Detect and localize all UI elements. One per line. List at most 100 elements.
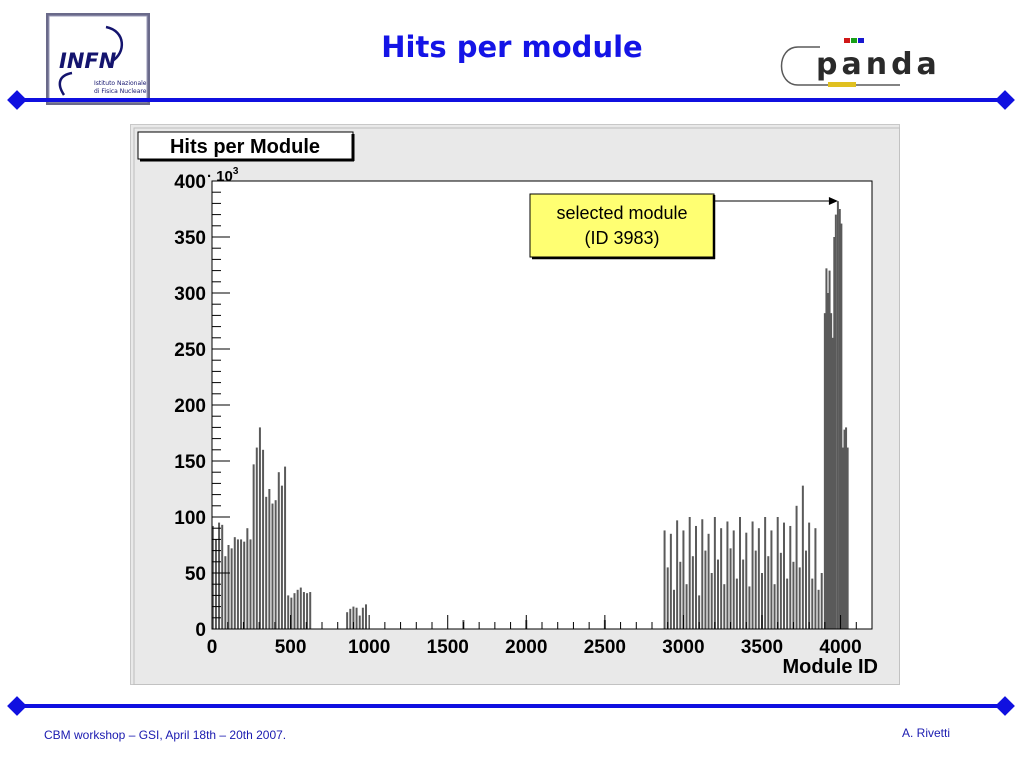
histogram-bar [352,606,355,629]
histogram-bar [695,525,697,629]
histogram-bar [365,604,367,629]
histogram-bar [841,447,844,629]
histogram-bar [720,528,723,629]
y-tick-label: 350 [174,228,206,249]
annotation-line2: (ID 3983) [584,228,659,248]
histogram-bar [240,539,243,629]
histogram-bar [776,517,779,629]
svg-text:· 103: · 103 [207,166,239,185]
histogram-bar [751,521,754,629]
histogram-bar [669,533,672,629]
footer-rule [20,704,1004,708]
histogram-bar [302,592,305,629]
histogram-bar [701,519,704,629]
infn-logo-letters: INFN [59,49,117,73]
histogram-bar [277,472,280,629]
histogram-bar [679,561,682,629]
panda-logo-text: panda [816,47,941,82]
histogram-bar [246,528,249,629]
x-tick-label: 2500 [584,637,626,658]
histogram-bar [218,522,221,629]
histogram-bar [843,429,846,629]
header-rule [20,98,1004,102]
histogram-bar [773,584,776,629]
histogram-bar [783,522,785,629]
histogram-bar [262,449,265,629]
histogram-bar [688,517,691,629]
histogram-panel: Hits per Module 0 50 100 150 200 250 300 350 400… [130,124,901,686]
histogram-bar [271,503,274,629]
y-tick-label: 300 [174,284,206,305]
header-diamond-right [995,90,1015,110]
footer-diamond-right [995,696,1015,716]
histogram-bar [230,548,233,629]
histogram-bar [280,485,283,629]
histogram-bar [293,593,296,629]
histogram-bar [227,545,230,629]
histogram-bar [233,537,236,629]
histogram-bar [265,496,268,629]
chart-title: Hits per Module [170,136,320,158]
annotation-arrowhead [828,197,838,205]
histogram-bar [287,595,290,629]
x-tick-label: 0 [207,637,218,658]
histogram-bar [290,597,293,629]
histogram-bar [663,530,666,629]
annotation-box [529,193,715,258]
histogram-bar [221,524,224,629]
histogram-bar [828,270,831,629]
histogram-bar [361,607,364,629]
histogram-bar [838,209,841,629]
histogram-bar [742,559,745,629]
histogram-bar [296,589,299,629]
histogram-bar [284,466,287,629]
histogram-bar [723,584,726,629]
histogram-bar [224,556,227,629]
histogram-bar [358,615,361,629]
infn-logo-line2: di Fisica Nucleare [94,88,147,95]
histogram-bar [255,447,258,629]
histogram-bar [306,593,309,629]
x-tick-label: 3000 [662,637,704,658]
x-tick-label: 500 [275,637,307,658]
histogram-bar [814,528,817,629]
x-tick-label: 3500 [741,637,783,658]
histogram-bar [840,223,843,629]
x-tick-label: 2000 [505,637,547,658]
histogram-bar [830,313,833,629]
histogram-bar [707,533,710,629]
y-tick-label: 100 [174,508,206,529]
y-tick-label: 50 [185,564,206,585]
histogram-bar [211,525,214,629]
histogram-bar [770,530,773,629]
histogram-bar [682,530,685,629]
histogram-bar [713,517,716,629]
histogram-bar [726,521,729,629]
histogram-bar [767,556,770,629]
x-tick-label: 4000 [819,637,861,658]
histogram-bar [845,427,848,629]
panda-logo: panda [772,36,982,90]
histogram-bar [820,573,823,629]
histogram-bar [789,525,792,629]
infn-logo-line1: Istituto Nazionale [94,80,147,87]
histogram-bar [676,520,679,629]
histogram-bar [811,578,814,629]
histogram-bar [823,313,826,629]
histogram-bar [666,567,669,629]
annotation-line1: selected module [556,203,687,223]
histogram-bar [735,578,738,629]
histogram-bar [268,489,271,629]
histogram-bar [258,427,261,629]
y-tick-label: 250 [174,340,206,361]
y-tick-label: 400 [174,172,206,193]
histogram-bar [745,532,748,629]
histogram-chart: Hits per Module 0 50 100 150 200 250 300 350 400… [130,124,901,686]
infn-logo: INFN Istituto Nazionale di Fisica Nuclea… [46,13,150,105]
histogram-bar [827,293,829,629]
histogram-bar [834,214,837,629]
histogram-bar [236,539,239,629]
histogram-bar [685,584,688,629]
histogram-bar [252,464,255,629]
histogram-bar [754,550,757,629]
